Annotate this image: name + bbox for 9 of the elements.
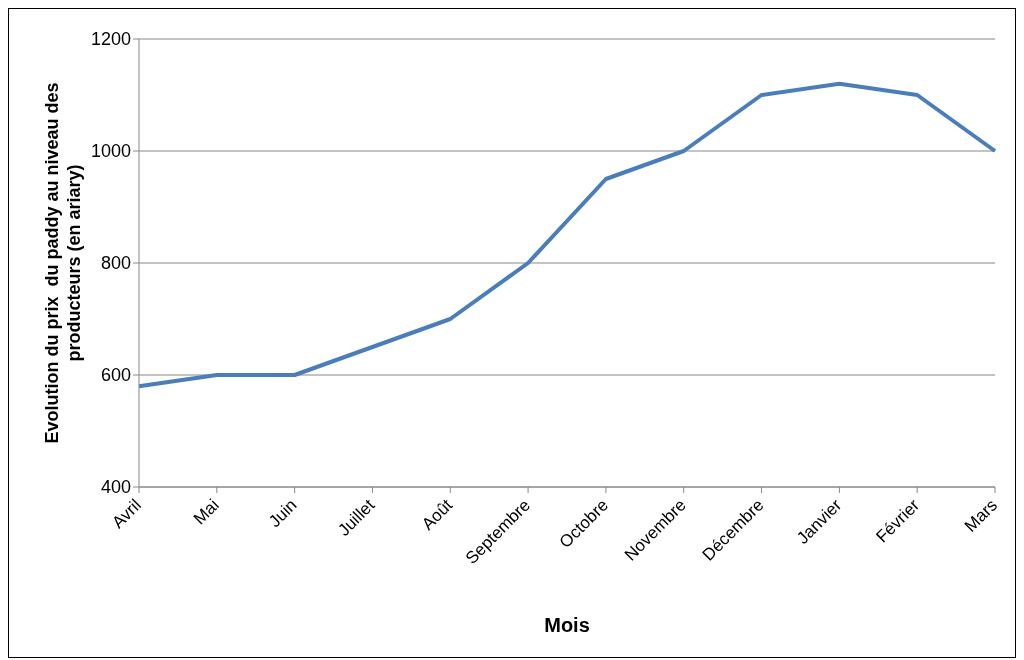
y-tick-label: 600 <box>100 365 131 386</box>
y-tick-label: 400 <box>100 477 131 498</box>
y-tick-label: 1200 <box>90 29 131 50</box>
y-tick-label: 800 <box>100 253 131 274</box>
x-tick-label: Juin <box>265 495 301 532</box>
x-axis-title: Mois <box>544 614 590 636</box>
y-tick-label: 1000 <box>90 141 131 162</box>
x-tick-label: Mai <box>190 495 223 529</box>
y-axis-title: Evolution du prix du paddy au niveau des producteurs (en ariary) <box>42 82 84 444</box>
